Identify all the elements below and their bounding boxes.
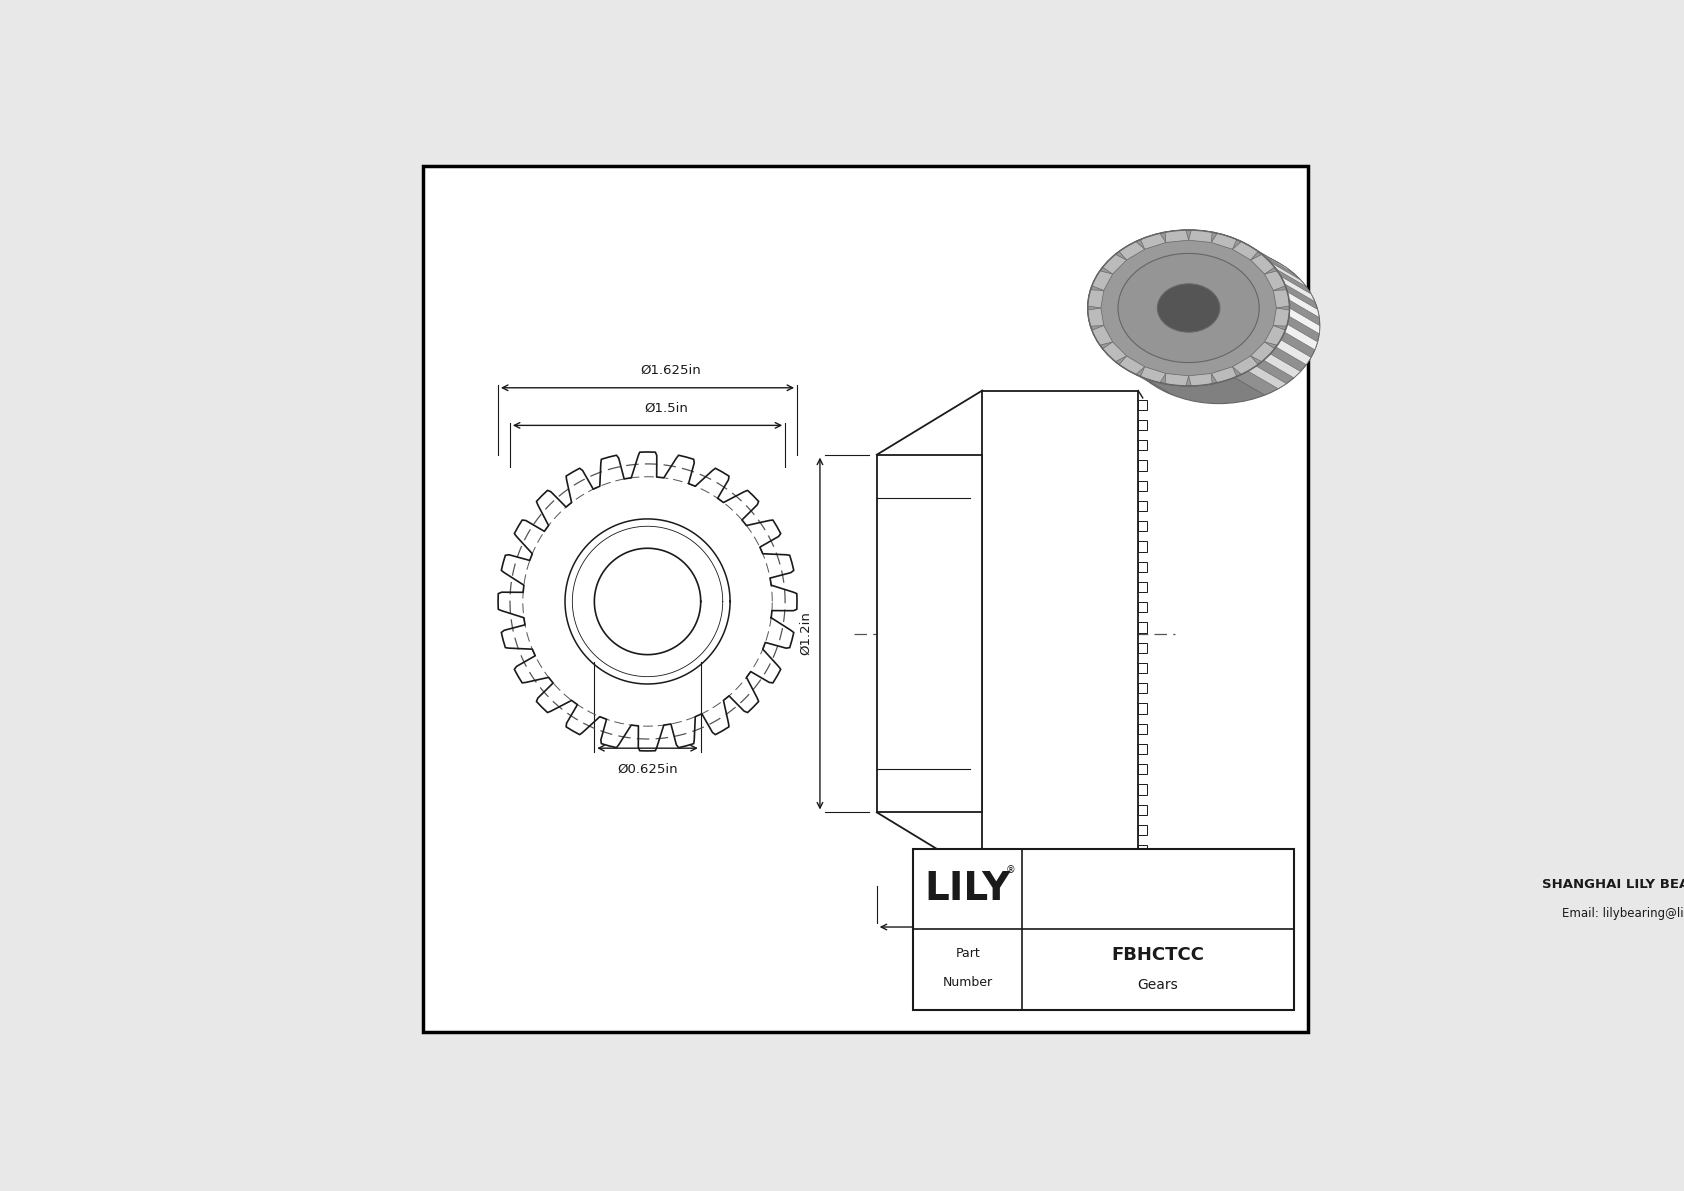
Polygon shape (1138, 400, 1147, 410)
Text: Ø1.2in: Ø1.2in (798, 612, 812, 655)
Polygon shape (1138, 582, 1147, 592)
Polygon shape (1138, 441, 1147, 450)
Bar (913, 849, 1293, 1010)
Polygon shape (1138, 461, 1147, 470)
Polygon shape (1138, 805, 1147, 815)
Polygon shape (1138, 744, 1147, 754)
Polygon shape (1157, 232, 1197, 251)
Polygon shape (1287, 292, 1319, 318)
Polygon shape (1138, 481, 1147, 491)
Polygon shape (1263, 354, 1300, 378)
Polygon shape (1138, 237, 1177, 258)
Text: Ø1.5in: Ø1.5in (643, 401, 687, 414)
Ellipse shape (1157, 283, 1219, 332)
Polygon shape (1138, 765, 1147, 774)
Polygon shape (1138, 704, 1147, 713)
Polygon shape (1189, 230, 1212, 243)
Polygon shape (1088, 308, 1103, 326)
Polygon shape (1233, 356, 1258, 374)
Polygon shape (1138, 643, 1147, 653)
Polygon shape (1138, 846, 1147, 855)
Polygon shape (1233, 242, 1258, 260)
Text: Part: Part (955, 947, 980, 960)
Polygon shape (1273, 289, 1290, 308)
Polygon shape (1219, 233, 1260, 255)
Polygon shape (1120, 356, 1145, 374)
Polygon shape (1088, 289, 1103, 308)
Polygon shape (1088, 230, 1320, 395)
Bar (982, 391, 1138, 877)
Text: Ø0.625in: Ø0.625in (618, 763, 679, 775)
Polygon shape (1276, 339, 1312, 364)
Polygon shape (1138, 684, 1147, 693)
Polygon shape (1091, 270, 1113, 291)
Polygon shape (1140, 367, 1165, 382)
Polygon shape (1273, 308, 1290, 326)
Polygon shape (1138, 501, 1147, 511)
Text: ®: ® (1005, 865, 1015, 875)
Text: LILY: LILY (925, 871, 1010, 909)
Ellipse shape (1088, 230, 1290, 386)
Polygon shape (1189, 374, 1212, 386)
Polygon shape (1282, 276, 1315, 301)
Polygon shape (1285, 324, 1317, 350)
Text: 0.75in: 0.75in (1052, 916, 1095, 929)
Polygon shape (1265, 270, 1285, 291)
Bar (877, 455, 982, 812)
Polygon shape (1138, 825, 1147, 835)
Polygon shape (1211, 367, 1236, 382)
Text: Number: Number (943, 975, 994, 989)
Polygon shape (1138, 866, 1147, 875)
Polygon shape (1138, 562, 1147, 572)
Polygon shape (1138, 623, 1147, 632)
Polygon shape (1251, 342, 1275, 362)
Polygon shape (1113, 360, 1152, 384)
Polygon shape (1138, 420, 1147, 430)
Polygon shape (1251, 255, 1275, 274)
Polygon shape (1248, 366, 1287, 388)
Polygon shape (1138, 603, 1147, 612)
Ellipse shape (1118, 248, 1320, 404)
Polygon shape (1179, 230, 1219, 248)
Text: Gears: Gears (1138, 979, 1179, 992)
Polygon shape (1288, 308, 1320, 333)
Polygon shape (1103, 342, 1127, 362)
Polygon shape (1138, 663, 1147, 673)
Polygon shape (1165, 230, 1189, 243)
Text: SHANGHAI LILY BEARING LIMITED: SHANGHAI LILY BEARING LIMITED (1543, 878, 1684, 891)
Polygon shape (1165, 374, 1189, 386)
Polygon shape (1138, 542, 1147, 551)
Ellipse shape (1118, 254, 1260, 362)
Polygon shape (1140, 233, 1165, 249)
Polygon shape (1138, 724, 1147, 734)
Polygon shape (1265, 325, 1285, 345)
Polygon shape (1199, 231, 1239, 249)
Polygon shape (1091, 325, 1113, 345)
Text: FBHCTCC: FBHCTCC (1111, 946, 1204, 964)
Text: 1.25in: 1.25in (987, 940, 1029, 953)
Text: Ø1.625in: Ø1.625in (640, 363, 701, 376)
Polygon shape (1103, 255, 1127, 274)
Polygon shape (1239, 241, 1278, 262)
Polygon shape (1138, 785, 1147, 794)
Polygon shape (1138, 522, 1147, 531)
Polygon shape (1122, 245, 1160, 268)
Polygon shape (1211, 233, 1236, 249)
Text: Email: lilybearing@lily-bearing.com: Email: lilybearing@lily-bearing.com (1561, 906, 1684, 919)
Polygon shape (1120, 242, 1145, 260)
Polygon shape (1256, 250, 1293, 274)
Polygon shape (1270, 262, 1307, 287)
